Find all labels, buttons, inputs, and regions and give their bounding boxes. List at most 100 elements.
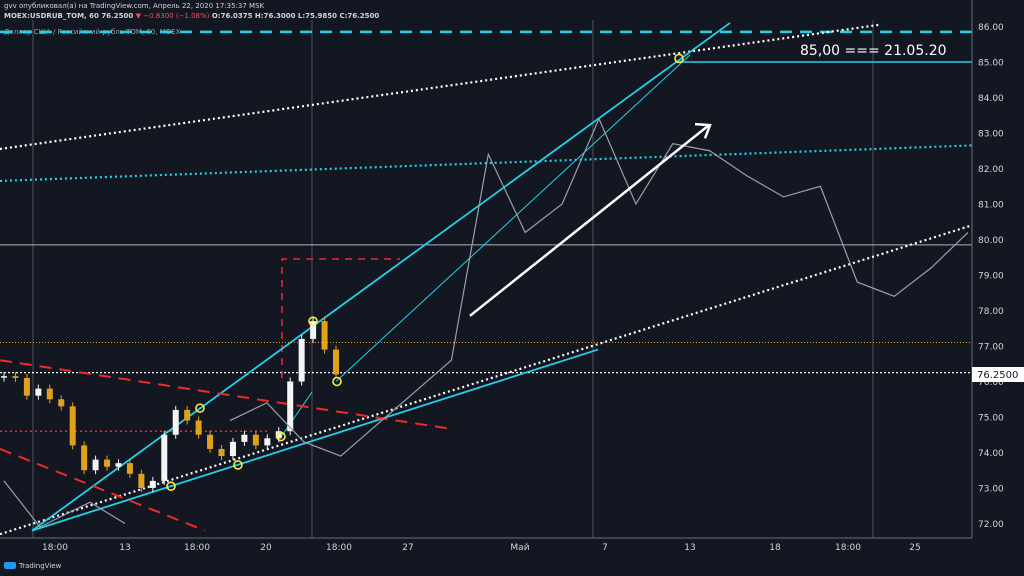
price-tick-label: 74.00: [978, 449, 1004, 459]
cyan-channel-lower: [31, 348, 599, 532]
pivot-circle-2: [166, 481, 176, 492]
candle-body-15: [172, 409, 179, 435]
price-axis: 72.00 73.00 74.00 75.00 76.00 77.00 78.00 79.00…: [971, 0, 1004, 538]
series-title: Доллар США / Российский рубль TOM, 60, M…: [4, 28, 181, 36]
candle-body-16: [184, 409, 191, 421]
history-analog-line: [3, 480, 126, 528]
trend-lines: [0, 22, 973, 536]
candle-body-6: [69, 406, 76, 446]
price-tick-label: 72.00: [978, 520, 1004, 530]
time-tick-label: 27: [402, 543, 413, 553]
price-tick-label: 77.00: [978, 343, 1004, 353]
tradingview-icon: [4, 562, 16, 569]
time-tick-label: 18:00: [326, 543, 352, 553]
time-tick-label: 18: [769, 543, 781, 553]
cyan-short-line: [279, 391, 313, 439]
time-tick-label: 13: [684, 543, 695, 553]
time-tick-label: 13: [119, 543, 130, 553]
price-tick-label: 76.00: [978, 378, 1004, 388]
candle-body-1: [12, 376, 19, 378]
cyan-channel-upper: [31, 22, 731, 532]
price-tick-label: 75.00: [978, 414, 1004, 424]
time-tick-label: 18:00: [42, 543, 68, 553]
time-tick-label: Май: [510, 543, 529, 553]
price-tick-label: 83.00: [978, 130, 1004, 140]
price-tick-label: 78.00: [978, 307, 1004, 317]
pivot-circle-7: [674, 53, 684, 64]
candle-body-5: [58, 399, 65, 407]
target-annotation: 85,00 === 21.05.20: [800, 43, 947, 59]
candle-body-14: [161, 434, 168, 481]
pivot-circle-1: [195, 403, 205, 413]
footer-text: TradingView: [19, 562, 62, 570]
price-tick-label: 82.00: [978, 165, 1004, 175]
candle-body-22: [252, 434, 259, 446]
white-dotted-support: [0, 224, 973, 536]
candle-body-23: [264, 438, 271, 446]
candle-body-26: [298, 338, 305, 382]
candle-body-28: [321, 321, 328, 350]
projection-line: [229, 117, 969, 457]
price-tick-label: 80.00: [978, 236, 1004, 246]
cyan-thin-line: [335, 54, 691, 382]
candle-body-19: [218, 448, 225, 457]
pivot-circle-5: [308, 316, 318, 326]
current-price-badge: [972, 367, 1024, 382]
marks: [166, 53, 712, 492]
candle-body-11: [126, 463, 133, 474]
candle-body-21: [241, 434, 248, 442]
red-dashed-lower: [0, 448, 206, 532]
published-line: gvv опубликовал(а) на TradingView.com, А…: [4, 2, 265, 10]
price-tick-label: 85.00: [978, 59, 1004, 69]
pivot-circle-3: [233, 460, 243, 470]
ohlc-values: O:76.0375 H:76.3000 L:75.9850 C:76.2500: [211, 12, 380, 20]
last-price: 76.2500: [101, 12, 134, 20]
candle-body-25: [287, 381, 294, 432]
current-price-label: 76.2500: [977, 370, 1018, 381]
projection-path: [3, 117, 969, 528]
pivot-circle-4: [276, 431, 286, 442]
red-dashed-box: [281, 258, 400, 378]
time-tick-label: 18:00: [184, 543, 210, 553]
candle-body-8: [92, 459, 99, 471]
candle-body-12: [138, 473, 145, 488]
candle-body-13: [149, 480, 156, 488]
candle-body-17: [195, 420, 202, 435]
forecast-arrow-shaft: [469, 124, 709, 317]
candle-body-29: [333, 349, 339, 375]
red-dashed-upper: [0, 359, 456, 431]
grid: [32, 20, 874, 538]
time-tick-label: 7: [602, 543, 608, 553]
forecast-arrow-head: [694, 122, 712, 139]
price-series: [1, 317, 339, 492]
price-tick-label: 84.00: [978, 94, 1004, 104]
cyan-dotted-mid: [0, 144, 973, 183]
candle-body-3: [35, 388, 42, 396]
price-tick-label: 79.00: [978, 272, 1004, 282]
horizontal-levels: [0, 30, 972, 432]
time-axis: 18:00 13 18:00 20 18:00 27 Май 7 13 18 18:00 25: [0, 537, 972, 553]
candle-body-0: [1, 376, 7, 378]
price-tick-label: 86.00: [978, 23, 1004, 33]
candle-body-4: [46, 388, 53, 400]
price-tick-label: 73.00: [978, 485, 1004, 495]
candle-body-10: [115, 463, 122, 467]
price-change: ▼ −0.8300 (−1.08%): [135, 12, 210, 20]
symbol[interactable]: MOEX:USDRUB_TOM, 60: [4, 12, 99, 20]
pivot-circle-6: [332, 376, 342, 387]
time-tick-label: 25: [909, 543, 920, 553]
candle-body-2: [23, 377, 30, 396]
candle-body-27: [310, 321, 317, 339]
tradingview-logo: TradingView: [4, 562, 61, 570]
candle-body-9: [104, 459, 111, 467]
symbol-line: MOEX:USDRUB_TOM, 60 76.2500 ▼ −0.8300 (−…: [4, 12, 379, 20]
time-tick-label: 18:00: [835, 543, 861, 553]
white-dotted-upper: [0, 23, 881, 151]
candle-body-20: [229, 441, 236, 457]
candle-body-7: [81, 445, 88, 471]
time-tick-label: 20: [260, 543, 272, 553]
candle-body-18: [207, 434, 214, 449]
candle-body-24: [275, 431, 282, 439]
price-tick-label: 81.00: [978, 201, 1004, 211]
